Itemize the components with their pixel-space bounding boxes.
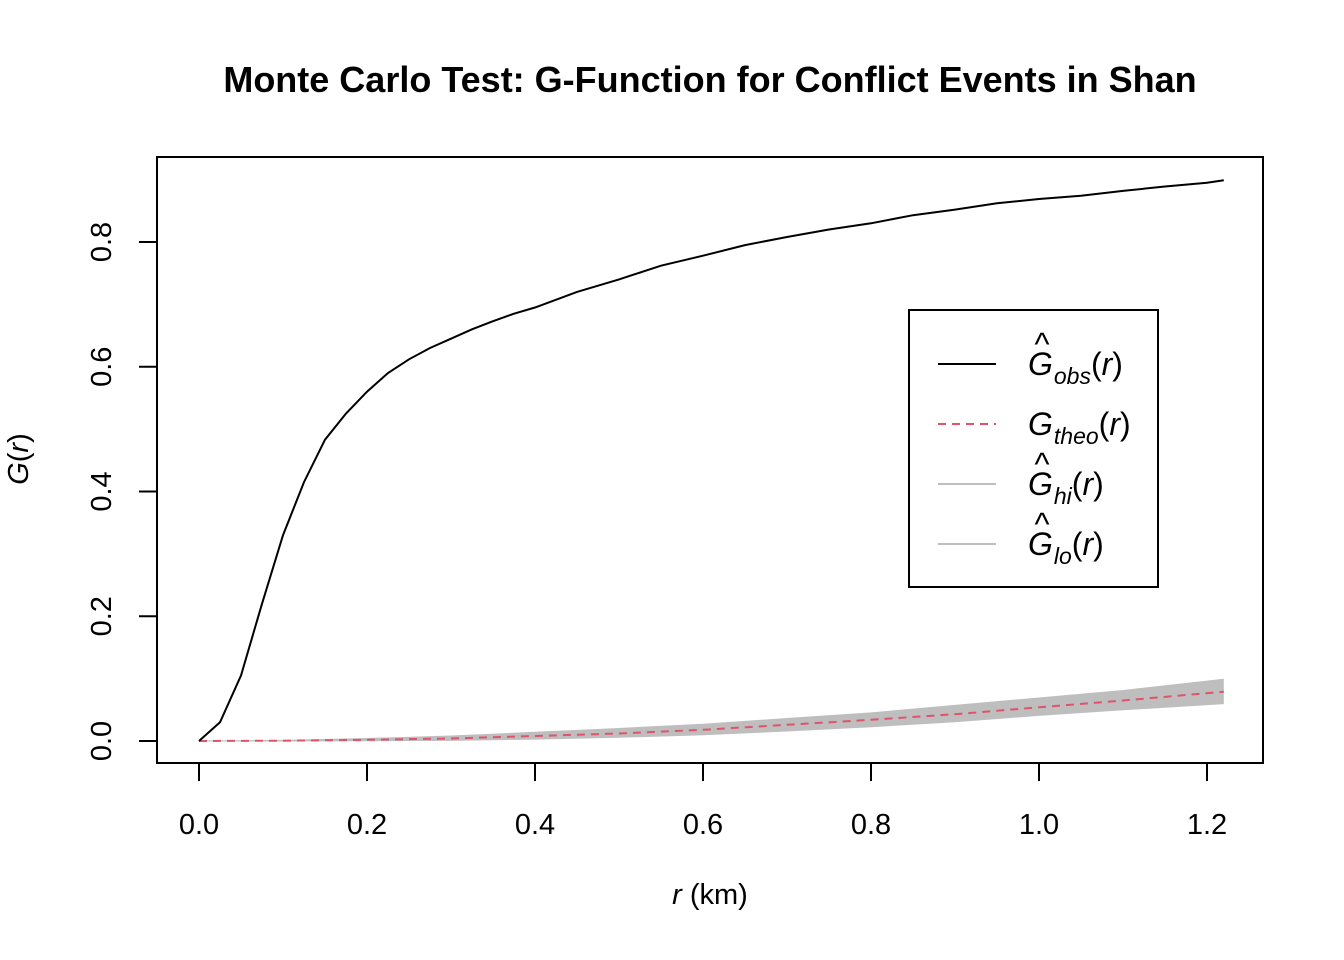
y-axis: 0.0 0.2 0.4 0.6 0.8 [86,222,158,761]
x-tick-label: 1.2 [1187,809,1227,841]
envelope-band [199,679,1224,741]
x-axis-label: r (km) [672,879,748,911]
y-axis-label-var: r [3,442,35,453]
series-layer [198,179,1224,742]
x-axis-label-unit: (km) [690,879,748,911]
legend-label-lo: Glo(r) [1028,526,1104,569]
x-axis-label-var: r [672,879,683,911]
legend: Gobs(r)^Gtheo(r)Ghi(r)^Glo(r)^ [908,309,1159,588]
x-tick-label: 0.4 [515,809,555,841]
series-line-obs [198,179,1224,742]
x-tick-label: 0.6 [683,809,723,841]
y-tick-label: 0.8 [86,222,118,262]
y-axis-label-close: ) [3,433,35,443]
chart-title: Monte Carlo Test: G-Function for Conflic… [223,59,1196,100]
y-tick-label: 0.0 [86,721,118,761]
y-tick-label: 0.4 [86,471,118,511]
envelope-layer [199,679,1224,741]
series-line-hi [198,678,1224,742]
y-tick-label: 0.6 [86,347,118,387]
legend-box [908,309,1159,588]
series-line-lo [199,703,1224,742]
legend-label-obs: Gobs(r) [1028,346,1123,389]
series-line-theo [198,690,1224,742]
x-axis: 0.0 0.2 0.4 0.6 0.8 1.0 1.2 [179,762,1227,841]
y-axis-label-func: G [3,462,35,485]
x-tick-label: 0.0 [179,809,219,841]
x-tick-label: 0.2 [347,809,387,841]
y-tick-label: 0.2 [86,596,118,636]
legend-hat-lo: ^ [1034,506,1049,542]
legend-hat-hi: ^ [1034,446,1049,482]
y-axis-label-open: ( [3,452,35,462]
legend-hat-obs: ^ [1034,326,1049,362]
x-tick-label: 0.8 [851,809,891,841]
y-axis-label: G(r) [3,433,35,485]
legend-label-hi: Ghi(r) [1028,466,1104,509]
legend-label-theo: Gtheo(r) [1028,406,1131,449]
x-tick-label: 1.0 [1019,809,1059,841]
